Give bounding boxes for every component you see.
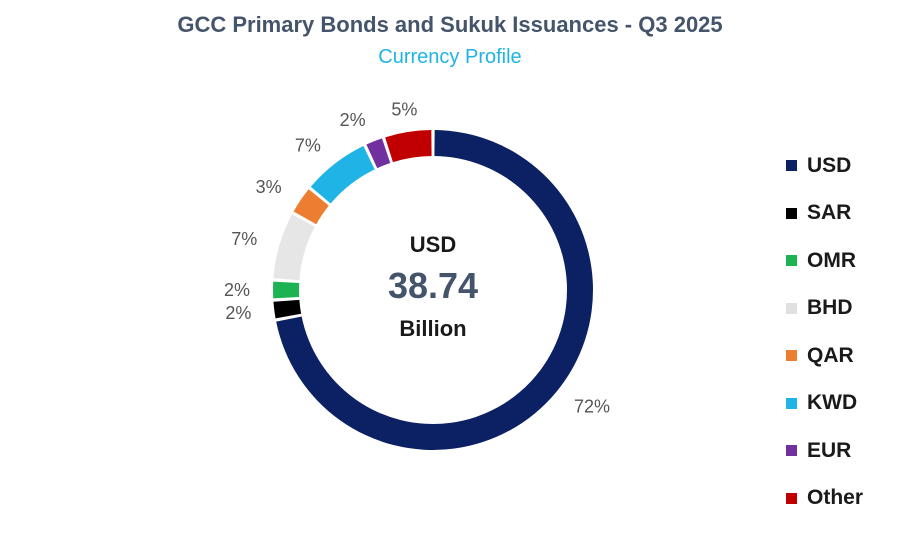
legend-label: Other bbox=[807, 486, 864, 510]
slice-omr bbox=[273, 281, 300, 299]
legend-swatch bbox=[786, 207, 797, 219]
slice-label-omr: 2% bbox=[224, 280, 250, 300]
slice-labels: 72% 2% 2% 7% 3% 7% 2% 5% bbox=[224, 99, 610, 416]
slice-label-qar: 3% bbox=[256, 177, 282, 197]
legend-item-other: Other bbox=[786, 475, 863, 523]
slice-label-kwd: 7% bbox=[295, 135, 321, 155]
legend-label: BHD bbox=[807, 296, 853, 320]
legend-label: USD bbox=[807, 153, 852, 177]
legend-item-kwd: KWD bbox=[786, 380, 863, 428]
center-unit-label: USD bbox=[410, 232, 456, 257]
chart-legend: USD SAR OMR BHD QAR KWD EUR Other bbox=[786, 142, 863, 522]
legend-label: OMR bbox=[807, 248, 856, 272]
legend-swatch bbox=[786, 350, 797, 362]
legend-item-qar: QAR bbox=[786, 332, 863, 380]
slice-label-eur: 2% bbox=[340, 110, 366, 130]
legend-item-eur: EUR bbox=[786, 427, 863, 475]
legend-item-usd: USD bbox=[786, 142, 863, 190]
legend-label: KWD bbox=[807, 391, 858, 415]
legend-swatch bbox=[786, 160, 797, 172]
center-scale-label: Billion bbox=[399, 316, 466, 341]
legend-item-sar: SAR bbox=[786, 190, 863, 238]
slice-kwd bbox=[310, 145, 375, 204]
slice-other bbox=[385, 130, 432, 163]
slice-sar bbox=[273, 299, 302, 319]
slice-eur bbox=[366, 138, 391, 169]
legend-item-omr: OMR bbox=[786, 237, 863, 285]
legend-item-bhd: BHD bbox=[786, 285, 863, 333]
slice-label-sar: 2% bbox=[225, 303, 251, 323]
slice-qar bbox=[293, 189, 329, 225]
legend-swatch bbox=[786, 397, 797, 409]
legend-label: EUR bbox=[807, 438, 852, 462]
slice-label-other: 5% bbox=[391, 99, 417, 119]
slice-label-bhd: 7% bbox=[231, 229, 257, 249]
chart-subtitle: Currency Profile bbox=[378, 46, 522, 68]
legend-swatch bbox=[786, 492, 797, 504]
slice-bhd bbox=[273, 214, 315, 281]
legend-label: SAR bbox=[807, 201, 852, 225]
chart-title: GCC Primary Bonds and Sukuk Issuances - … bbox=[177, 12, 723, 37]
legend-swatch bbox=[786, 445, 797, 457]
legend-label: QAR bbox=[807, 343, 854, 367]
legend-swatch bbox=[786, 255, 797, 267]
legend-swatch bbox=[786, 302, 797, 314]
slice-label-usd: 72% bbox=[574, 397, 610, 417]
center-total-value: 38.74 bbox=[388, 265, 478, 306]
donut-slices bbox=[273, 130, 593, 450]
